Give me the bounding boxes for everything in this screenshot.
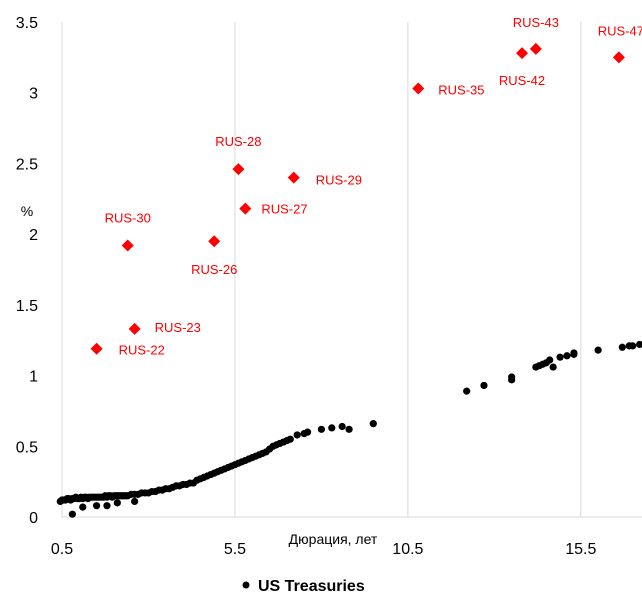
y-tick-label: 0.5 [16,439,38,456]
us-treasury-point [345,425,353,433]
rus-bond-label: RUS-28 [215,134,261,149]
legend: US Treasuries [242,578,365,595]
us-treasury-point [563,352,571,360]
rus-bond-label: RUS-27 [261,202,307,217]
x-axis-tick-labels: 0.5 5.5 10.5 15.5 [51,541,597,558]
rus-bond-point-rus-22 [90,342,103,355]
us-treasury-point [328,424,336,432]
us-treasury-point [303,428,312,436]
rus-bonds-points [90,42,625,355]
us-treasury-point [317,425,326,433]
us-treasury-point [480,381,488,390]
grid-lines [61,22,582,517]
rus-bond-point-rus-29 [287,171,300,184]
rus-bond-label: RUS-23 [155,320,201,335]
us-treasury-point [338,422,346,431]
legend-label-us-treasuries: US Treasuries [258,578,365,595]
rus-bond-label: RUS-35 [438,82,484,97]
us-treasury-point [369,420,377,428]
us-treasury-point [68,510,76,518]
y-tick-label: 1.5 [16,298,38,315]
us-treasury-point [92,502,101,510]
rus-bond-label: RUS-43 [513,15,559,30]
us-treasury-point [546,356,554,364]
rus-bond-label: RUS-29 [316,173,362,188]
us-treasury-point [570,349,578,357]
rus-bond-point-rus-47 [612,51,625,64]
rus-bond-label: RUS-42 [499,73,545,88]
us-treasury-point [629,342,637,350]
rus-bond-point-rus-26 [208,235,221,248]
y-tick-label: 1 [29,369,38,386]
y-axis-tick-labels: 0 0.5 1 1.5 2 2.5 3 3.5 [16,15,38,527]
rus-bond-label: RUS-47 [598,23,642,38]
x-tick-label: 5.5 [224,541,246,558]
rus-bond-point-rus-27 [239,202,252,215]
us-treasury-point [79,503,87,511]
us-treasury-point [103,502,111,510]
rus-bond-point-rus-35 [412,82,425,95]
us-treasury-point [293,431,301,439]
us-treasury-point [508,373,516,381]
us-treasury-point [113,499,121,507]
x-tick-label: 10.5 [392,541,423,558]
x-tick-label: 0.5 [51,541,73,558]
y-tick-label: 2.5 [16,156,38,173]
us-treasury-point [549,363,557,371]
legend-marker-us-treasuries [242,581,250,589]
x-tick-label: 15.5 [565,541,596,558]
rus-bond-point-rus-42 [516,47,529,60]
us-treasuries-points [56,340,642,518]
rus-bond-label: RUS-22 [119,343,165,358]
y-tick-label: 3.5 [16,15,38,32]
rus-bond-point-rus-30 [121,239,134,252]
us-treasury-point [618,343,626,351]
rus-bond-label: RUS-26 [191,262,237,277]
rus-bond-point-rus-28 [232,163,245,176]
y-tick-label: 2 [29,227,38,244]
us-treasury-point [594,346,602,354]
rus-bond-point-rus-43 [529,42,542,55]
us-treasury-point [636,340,642,349]
us-treasury-point [131,497,139,506]
x-axis-title: Дюрация, лет [289,531,378,547]
us-treasury-point [556,353,564,361]
y-tick-label: 3 [29,86,38,103]
rus-bond-labels: RUS-22 RUS-23 RUS-30 RUS-26 RUS-27 RUS-28 RUS-… [105,15,642,358]
us-treasury-point [463,387,471,395]
rus-bond-point-rus-23 [128,322,141,335]
rus-bond-label: RUS-30 [105,210,151,225]
us-treasury-point [286,435,294,443]
y-tick-label: 0 [29,510,38,527]
y-axis-title: % [21,203,33,219]
us-treasury-point [535,362,543,370]
